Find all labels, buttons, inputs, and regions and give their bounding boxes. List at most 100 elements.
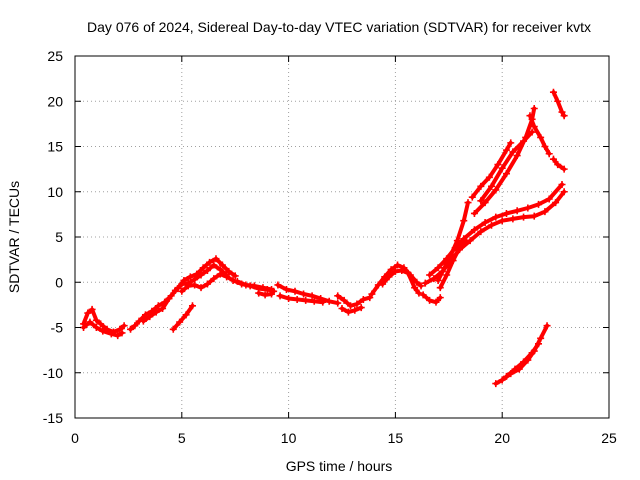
data-point	[206, 258, 214, 266]
data-point	[385, 273, 393, 281]
data-point	[233, 277, 241, 285]
data-point	[394, 261, 402, 269]
series-arc-2	[80, 318, 126, 340]
data-point	[178, 280, 186, 288]
data-point	[554, 161, 562, 169]
data-point	[374, 281, 382, 289]
data-point	[216, 270, 224, 278]
data-point	[188, 302, 196, 310]
series-arc-20	[468, 139, 515, 201]
data-point	[541, 208, 549, 216]
data-point	[225, 267, 233, 275]
data-point	[552, 199, 560, 207]
series-arc-18	[434, 199, 472, 284]
data-point	[92, 324, 100, 331]
data-point	[545, 195, 553, 203]
data-point	[212, 255, 220, 263]
data-point	[139, 317, 147, 325]
y-tick-label: 5	[55, 229, 63, 245]
data-point	[268, 290, 276, 298]
data-point	[560, 165, 568, 173]
data-point	[537, 334, 545, 342]
data-point	[359, 295, 367, 303]
data-point	[197, 271, 205, 279]
series-arc-12	[338, 304, 365, 316]
series-arc-7	[233, 277, 276, 293]
data-point	[535, 340, 543, 348]
y-tick-label: 25	[47, 48, 63, 64]
data-point	[231, 272, 239, 280]
data-point	[509, 215, 517, 223]
data-point	[413, 278, 421, 286]
data-point	[300, 290, 308, 298]
data-point	[127, 325, 135, 333]
data-point	[308, 292, 316, 300]
data-point	[560, 188, 568, 196]
data-point	[441, 264, 449, 272]
data-point	[338, 304, 346, 312]
chart-title: Day 076 of 2024, Sidereal Day-to-day VTE…	[87, 19, 591, 35]
data-point	[492, 213, 500, 221]
data-point	[325, 297, 333, 305]
data-point	[492, 380, 500, 388]
data-point	[520, 213, 528, 221]
data-point	[430, 275, 438, 283]
series-arc-22	[477, 128, 536, 205]
data-point	[368, 290, 376, 298]
data-point	[141, 311, 149, 319]
data-point	[261, 291, 269, 299]
data-point	[498, 164, 506, 172]
data-point	[398, 266, 406, 274]
data-point	[502, 372, 510, 380]
data-point	[379, 280, 387, 288]
data-point	[203, 266, 211, 274]
data-point	[477, 197, 485, 205]
data-point	[436, 294, 444, 302]
data-point	[387, 266, 395, 274]
data-point	[171, 286, 179, 294]
data-point	[528, 128, 536, 136]
x-tick-label: 20	[494, 430, 510, 446]
data-point	[537, 133, 545, 141]
data-point	[88, 305, 96, 313]
data-point	[464, 199, 472, 207]
y-tick-label: -15	[43, 410, 63, 426]
data-point	[154, 302, 162, 310]
data-point	[453, 237, 461, 245]
data-point	[488, 221, 496, 229]
series-arc-19	[436, 237, 470, 292]
data-point	[250, 282, 258, 290]
data-point	[334, 299, 342, 307]
series-line	[478, 130, 535, 203]
y-axis-label: SDTVAR / TECUs	[6, 181, 22, 293]
x-axis-label: GPS time / hours	[286, 458, 393, 474]
data-point	[470, 209, 478, 217]
series-arc-8	[255, 289, 276, 299]
data-point	[259, 284, 267, 292]
data-point	[357, 304, 365, 312]
data-point	[282, 285, 290, 293]
data-point	[255, 289, 263, 297]
data-point	[426, 296, 434, 304]
data-point	[293, 295, 301, 303]
data-point	[404, 269, 412, 277]
data-point	[436, 284, 444, 292]
data-point	[419, 291, 427, 299]
data-point	[535, 200, 543, 208]
data-point	[520, 358, 528, 366]
data-point	[178, 287, 186, 295]
data-point	[276, 292, 284, 300]
data-point	[488, 182, 496, 190]
data-point	[524, 204, 532, 212]
series-arc-24	[549, 155, 568, 173]
data-point	[182, 311, 190, 319]
data-point	[560, 112, 568, 120]
data-point	[391, 267, 399, 275]
data-point	[334, 292, 342, 300]
y-tick-label: 0	[55, 274, 63, 290]
data-point	[92, 316, 100, 324]
data-point	[118, 329, 126, 337]
series-arc-13	[368, 261, 425, 298]
data-point	[481, 199, 489, 207]
